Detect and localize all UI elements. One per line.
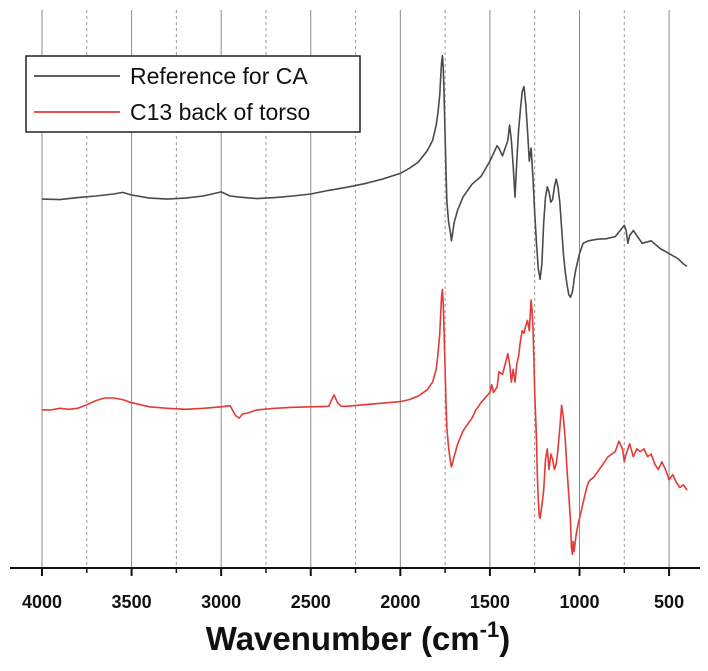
x-axis-title-main: Wavenumber (cm — [206, 620, 480, 657]
x-tick-label: 500 — [654, 592, 684, 612]
plot-series — [41, 54, 688, 556]
series-line-reference-for-ca — [41, 54, 688, 299]
x-tick-label: 4000 — [22, 592, 62, 612]
legend-label: Reference for CA — [130, 63, 308, 89]
x-axis-title-close: ) — [499, 620, 510, 657]
x-tick-label: 2000 — [380, 592, 420, 612]
x-tick-label: 1500 — [470, 592, 510, 612]
x-axis-title-superscript: -1 — [480, 617, 500, 642]
x-tick-label: 3000 — [201, 592, 241, 612]
x-axis-title: Wavenumber (cm-1) — [206, 617, 510, 657]
legend-label: C13 back of torso — [130, 99, 310, 125]
x-tick-label: 3500 — [112, 592, 152, 612]
legend-box — [25, 55, 361, 133]
series-line-c13-back-of-torso — [42, 288, 688, 556]
x-axis: 4000 3500 3000 2500 2000 1500 1000 500 — [10, 567, 700, 612]
x-tick-label: 2500 — [291, 592, 331, 612]
legend: Reference for CA C13 back of torso — [25, 55, 361, 133]
x-tick-label: 1000 — [559, 592, 599, 612]
